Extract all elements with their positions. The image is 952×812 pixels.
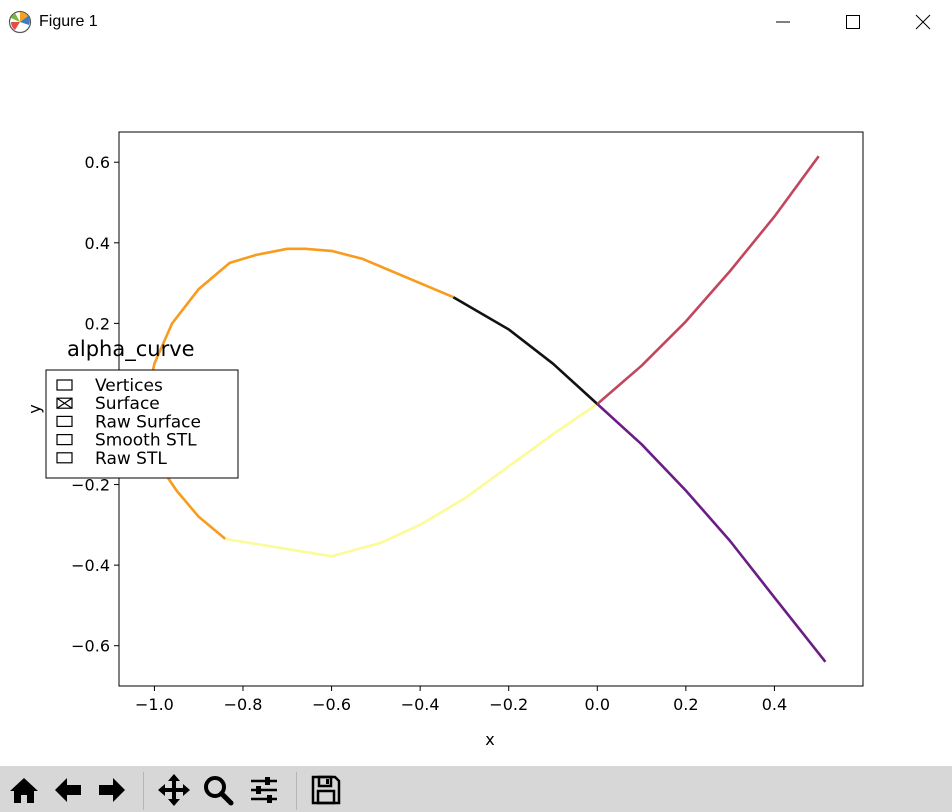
x-tick-label: 0.4 (762, 695, 787, 714)
y-tick-label: −0.2 (71, 476, 110, 495)
save-button[interactable] (308, 772, 344, 808)
home-icon (10, 778, 38, 803)
toolbar-separator (143, 772, 144, 810)
legend-item-raw-surface[interactable]: Raw Surface (56, 412, 201, 432)
checkmark-icon (56, 397, 73, 409)
x-axis: −1.0 −0.8 −0.6 −0.4 −0.2 0.0 0.2 0.4 (135, 686, 787, 714)
legend-item-vertices[interactable]: Vertices (56, 376, 163, 396)
save-icon (311, 775, 341, 805)
series-line-2 (225, 402, 599, 558)
plot-svg: −1.0 −0.8 −0.6 −0.4 −0.2 0.0 0.2 0.4 0.60.40.2−… (25, 131, 864, 749)
close-icon (915, 14, 931, 30)
zoom-icon (204, 776, 234, 806)
back-arrow-icon (55, 778, 81, 802)
checkbox-icon[interactable] (56, 379, 73, 391)
legend-box (45, 369, 239, 479)
checkbox-icon[interactable] (56, 452, 73, 464)
x-tick-label: −0.4 (401, 695, 440, 714)
close-button[interactable] (900, 0, 946, 44)
figure-canvas[interactable]: −1.0 −0.8 −0.6 −0.4 −0.2 0.0 0.2 0.4 0.6 0.4 0.2−… (0, 44, 952, 766)
maximize-button[interactable] (830, 0, 876, 44)
plot-curves (144, 155, 827, 663)
y-tick-label: 0.4 (85, 234, 110, 253)
window-titlebar: Figure 1 (0, 0, 952, 44)
back-button[interactable] (50, 772, 86, 808)
legend-label: Vertices (95, 376, 163, 396)
legend-label: Raw Surface (95, 412, 201, 432)
x-tick-label: 0.2 (673, 695, 698, 714)
y-tick-label: −0.6 (71, 637, 110, 656)
series-line-3 (452, 296, 599, 405)
zoom-button[interactable] (200, 772, 236, 808)
x-tick-label: −0.8 (224, 695, 263, 714)
y-tick-label: −0.4 (71, 556, 110, 575)
pan-button[interactable] (156, 772, 192, 808)
series-line-5 (596, 403, 827, 663)
toolbar-separator (296, 772, 297, 810)
x-tick-label: −1.0 (135, 695, 174, 714)
legend-title: alpha_curve (67, 337, 195, 362)
matplotlib-logo-icon (8, 10, 32, 34)
series-line-4 (596, 155, 820, 405)
window-title: Figure 1 (39, 13, 98, 30)
y-tick-label: 0.2 (85, 314, 110, 333)
x-tick-label: −0.6 (312, 695, 351, 714)
forward-button[interactable] (94, 772, 130, 808)
minimize-icon (776, 21, 790, 23)
checkbox-icon[interactable] (56, 415, 73, 427)
x-tick-label: 0.0 (585, 695, 610, 714)
legend-item-surface[interactable]: Surface (56, 394, 160, 414)
minimize-button[interactable] (760, 0, 806, 44)
legend-label: Raw STL (95, 449, 167, 469)
navigation-toolbar (0, 766, 952, 812)
maximize-icon (846, 15, 860, 29)
legend-label: Smooth STL (95, 431, 197, 451)
legend-item-smooth-stl[interactable]: Smooth STL (56, 431, 197, 451)
checkbox-icon[interactable] (56, 434, 73, 446)
pan-icon (158, 774, 190, 806)
x-axis-label: x (485, 730, 494, 749)
configure-subplots-button[interactable] (246, 772, 282, 808)
y-tick-label: 0.6 (85, 153, 110, 172)
home-button[interactable] (6, 772, 42, 808)
forward-arrow-icon (99, 778, 125, 802)
x-tick-label: −0.2 (489, 695, 528, 714)
y-axis: 0.6 0.4 0.2 −0.2 −0.4 −0.6 (71, 153, 119, 656)
legend-label: Surface (95, 394, 160, 414)
configure-subplots-icon (251, 777, 277, 803)
y-axis-label: y (25, 404, 44, 413)
legend-item-raw-stl[interactable]: Raw STL (56, 449, 167, 469)
